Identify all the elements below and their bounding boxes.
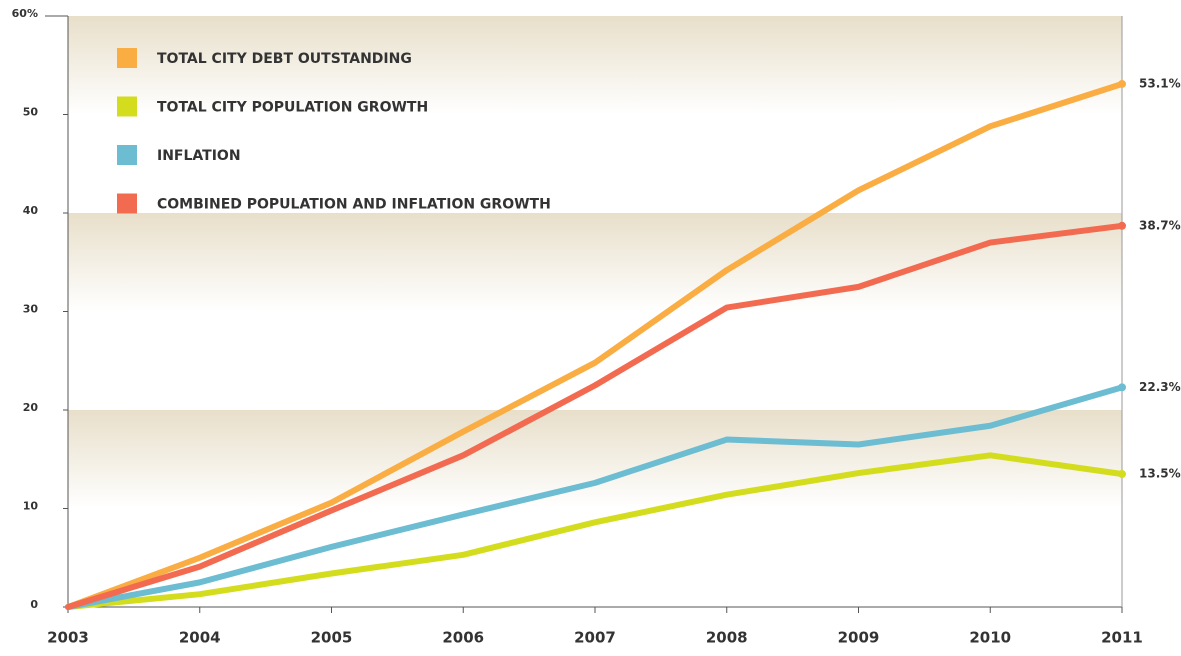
x-tick-label: 2009	[838, 629, 880, 647]
series-line	[65, 80, 1125, 610]
legend-label: TOTAL CITY DEBT OUTSTANDING	[157, 51, 412, 67]
legend-label: INFLATION	[157, 148, 241, 164]
y-tick-label: 60%	[12, 7, 38, 20]
grid-band	[68, 16, 1122, 115]
y-tick-label: 0	[30, 598, 38, 611]
grid-band	[68, 213, 1122, 312]
end-dot	[1118, 79, 1126, 88]
data-label: 13.5%	[1139, 467, 1181, 481]
x-tick-label: 2004	[179, 629, 221, 647]
y-tick-label: 30	[23, 303, 39, 316]
legend-label: TOTAL CITY POPULATION GROWTH	[157, 100, 428, 116]
series-line	[65, 452, 1125, 610]
data-label: 22.3%	[1139, 380, 1181, 394]
x-tick-label: 2003	[47, 629, 89, 647]
series-line	[65, 384, 1125, 610]
legend-swatch	[117, 96, 137, 117]
legend-swatch	[117, 145, 137, 165]
legend-swatch	[117, 48, 137, 68]
end-dot	[1118, 221, 1126, 230]
x-tick-label: 2011	[1101, 629, 1143, 647]
x-tick-label: 2008	[706, 629, 748, 647]
x-tick-label: 2010	[969, 629, 1011, 647]
y-tick-label: 10	[23, 500, 39, 513]
x-tick-label: 2005	[311, 629, 353, 647]
data-label: 53.1%	[1139, 76, 1181, 90]
y-tick-label: 20	[23, 401, 39, 414]
end-dot	[1118, 383, 1126, 392]
end-dot	[1118, 470, 1126, 479]
legend-label: COMBINED POPULATION AND INFLATION GROWTH	[157, 197, 551, 213]
x-tick-label: 2007	[574, 629, 616, 647]
y-tick-label: 40	[23, 204, 39, 217]
data-label: 38.7%	[1139, 218, 1181, 232]
y-tick-label: 50	[23, 106, 39, 119]
series-line	[65, 222, 1125, 610]
legend-swatch	[117, 193, 137, 214]
x-tick-label: 2006	[442, 629, 484, 647]
